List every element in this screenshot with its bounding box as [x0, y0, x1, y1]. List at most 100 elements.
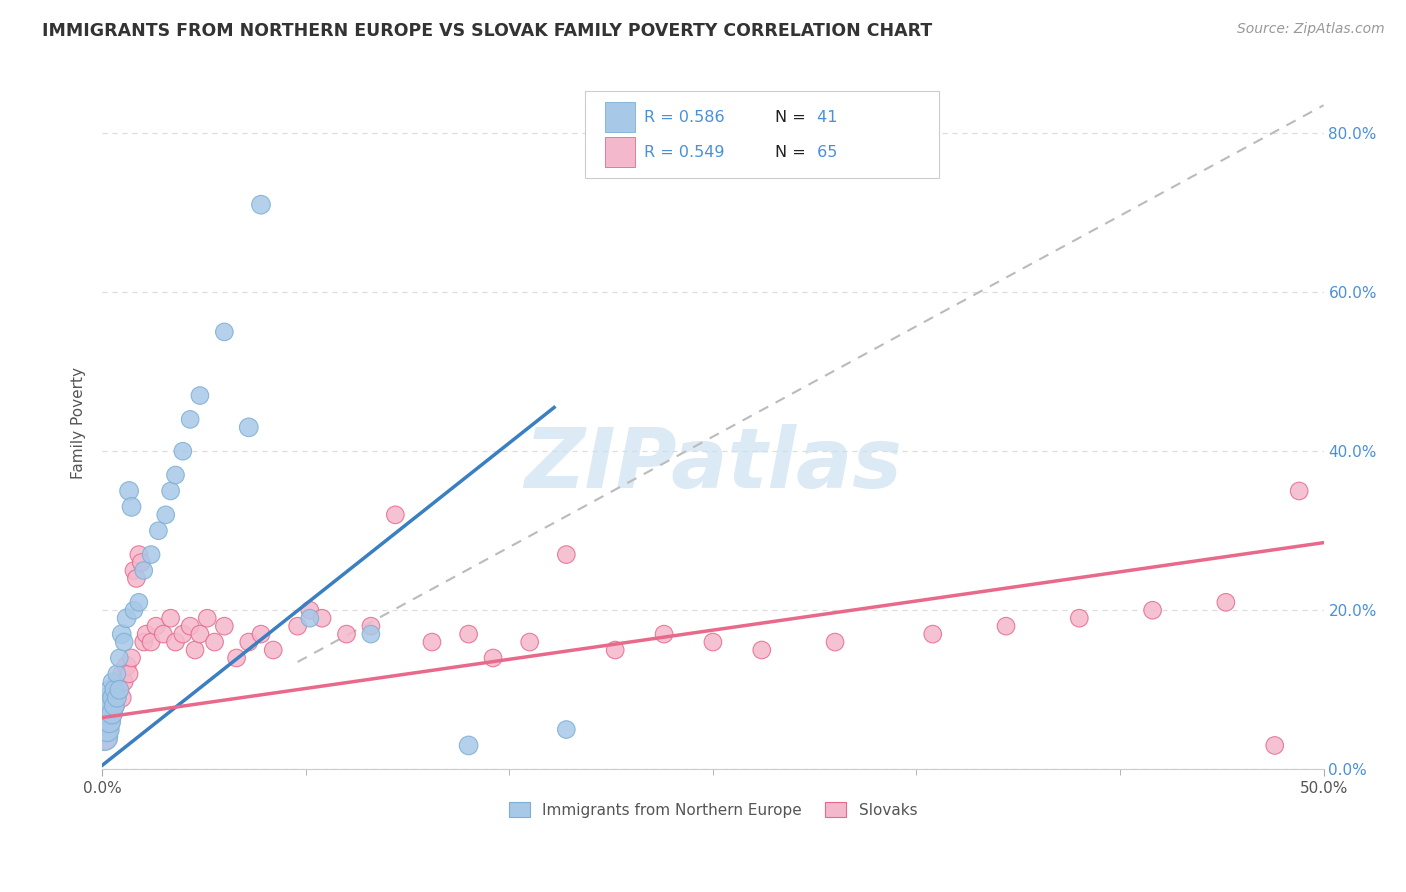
Point — [262, 643, 284, 657]
Y-axis label: Family Poverty: Family Poverty — [72, 368, 86, 479]
Point — [184, 643, 207, 657]
Point — [111, 690, 134, 705]
Point — [298, 611, 321, 625]
FancyBboxPatch shape — [606, 137, 634, 167]
Point — [105, 666, 128, 681]
Point — [652, 627, 675, 641]
Point — [152, 627, 174, 641]
Point — [360, 619, 382, 633]
Text: R = 0.586: R = 0.586 — [644, 110, 725, 125]
Point — [179, 619, 201, 633]
Text: IMMIGRANTS FROM NORTHERN EUROPE VS SLOVAK FAMILY POVERTY CORRELATION CHART: IMMIGRANTS FROM NORTHERN EUROPE VS SLOVA… — [42, 22, 932, 40]
Point — [118, 666, 141, 681]
Point — [108, 682, 131, 697]
Point — [132, 564, 155, 578]
Point — [824, 635, 846, 649]
Point — [101, 706, 124, 721]
Point — [103, 698, 125, 713]
Point — [139, 635, 162, 649]
Point — [311, 611, 333, 625]
Point — [93, 731, 115, 745]
Point — [1288, 483, 1310, 498]
Point — [457, 627, 479, 641]
Text: N =: N = — [775, 145, 811, 160]
Point — [93, 731, 115, 745]
Point — [420, 635, 443, 649]
Point — [139, 548, 162, 562]
Point — [96, 706, 118, 721]
Point — [751, 643, 773, 657]
Point — [238, 635, 260, 649]
Legend: Immigrants from Northern Europe, Slovaks: Immigrants from Northern Europe, Slovaks — [502, 797, 924, 824]
Point — [204, 635, 226, 649]
Point — [108, 682, 131, 697]
Point — [98, 698, 121, 713]
Point — [214, 619, 236, 633]
Point — [122, 564, 145, 578]
Point — [98, 682, 121, 697]
Point — [103, 682, 125, 697]
Point — [96, 690, 118, 705]
Point — [148, 524, 170, 538]
Point — [93, 714, 115, 729]
Point — [129, 556, 152, 570]
Point — [135, 627, 157, 641]
Point — [112, 635, 135, 649]
Point — [1215, 595, 1237, 609]
Point — [122, 603, 145, 617]
Point — [121, 651, 143, 665]
Point — [96, 706, 118, 721]
Point — [172, 444, 194, 458]
Point — [155, 508, 177, 522]
Point — [159, 611, 181, 625]
Text: N =: N = — [775, 110, 811, 125]
Point — [115, 611, 138, 625]
Point — [101, 690, 124, 705]
Point — [1142, 603, 1164, 617]
Point — [287, 619, 309, 633]
Point — [132, 635, 155, 649]
Point — [384, 508, 406, 522]
Point — [103, 682, 125, 697]
Point — [96, 723, 118, 737]
Point — [250, 627, 273, 641]
Point — [360, 627, 382, 641]
Point — [112, 674, 135, 689]
Point — [172, 627, 194, 641]
Point — [108, 651, 131, 665]
Point — [105, 690, 128, 705]
Point — [128, 595, 150, 609]
Point — [555, 723, 578, 737]
FancyBboxPatch shape — [585, 91, 939, 178]
Point — [125, 571, 148, 585]
Point — [93, 714, 115, 729]
Point — [555, 548, 578, 562]
Point — [118, 483, 141, 498]
Point — [165, 635, 187, 649]
Text: Source: ZipAtlas.com: Source: ZipAtlas.com — [1237, 22, 1385, 37]
FancyBboxPatch shape — [606, 103, 634, 131]
Text: 65: 65 — [811, 145, 837, 160]
Point — [335, 627, 357, 641]
Point — [482, 651, 505, 665]
Point — [702, 635, 724, 649]
Point — [250, 197, 273, 211]
Point — [111, 627, 134, 641]
Point — [105, 674, 128, 689]
Point — [93, 698, 115, 713]
Point — [1069, 611, 1091, 625]
Point — [98, 714, 121, 729]
Point — [298, 603, 321, 617]
Point — [214, 325, 236, 339]
Point — [98, 714, 121, 729]
Point — [605, 643, 627, 657]
Point — [179, 412, 201, 426]
Point — [238, 420, 260, 434]
Point — [195, 611, 218, 625]
Point — [188, 627, 211, 641]
Point — [96, 723, 118, 737]
Text: ZIPatlas: ZIPatlas — [524, 425, 901, 506]
Point — [101, 706, 124, 721]
Point — [145, 619, 167, 633]
Point — [225, 651, 247, 665]
